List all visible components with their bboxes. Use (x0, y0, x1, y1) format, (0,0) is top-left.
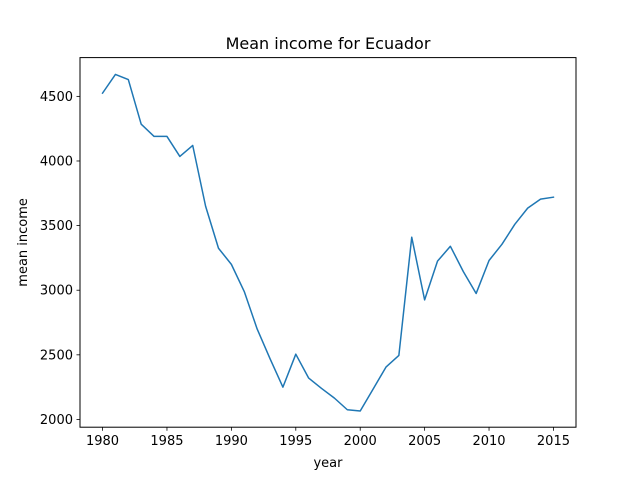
x-tick-label: 2010 (472, 434, 505, 449)
x-tick-label: 2000 (344, 434, 377, 449)
y-tick-label: 4500 (40, 90, 73, 105)
y-axis-label: mean income (16, 198, 31, 287)
axes-frame (79, 57, 577, 428)
x-axis-label: year (313, 456, 343, 471)
x-tick-label: 1990 (215, 434, 248, 449)
series-line (101, 73, 555, 412)
y-tick-label: 3500 (40, 219, 73, 234)
y-tick-label: 2000 (40, 413, 73, 428)
y-axis: 2000 2500 3000 3500 4000 4500 (40, 90, 80, 428)
x-tick-label: 2005 (408, 434, 441, 449)
y-tick-label: 2500 (40, 348, 73, 363)
chart-title: Mean income for Ecuador (226, 34, 431, 53)
x-tick-label: 1980 (86, 434, 119, 449)
plot-area (101, 73, 555, 412)
x-tick-label: 1985 (150, 434, 183, 449)
x-tick-label: 1995 (279, 434, 312, 449)
x-tick-label: 2015 (537, 434, 570, 449)
y-tick-label: 4000 (40, 154, 73, 169)
y-tick-label: 3000 (40, 284, 73, 299)
x-axis: 1980 1985 1990 1995 2000 2005 2010 2015 (86, 427, 570, 449)
